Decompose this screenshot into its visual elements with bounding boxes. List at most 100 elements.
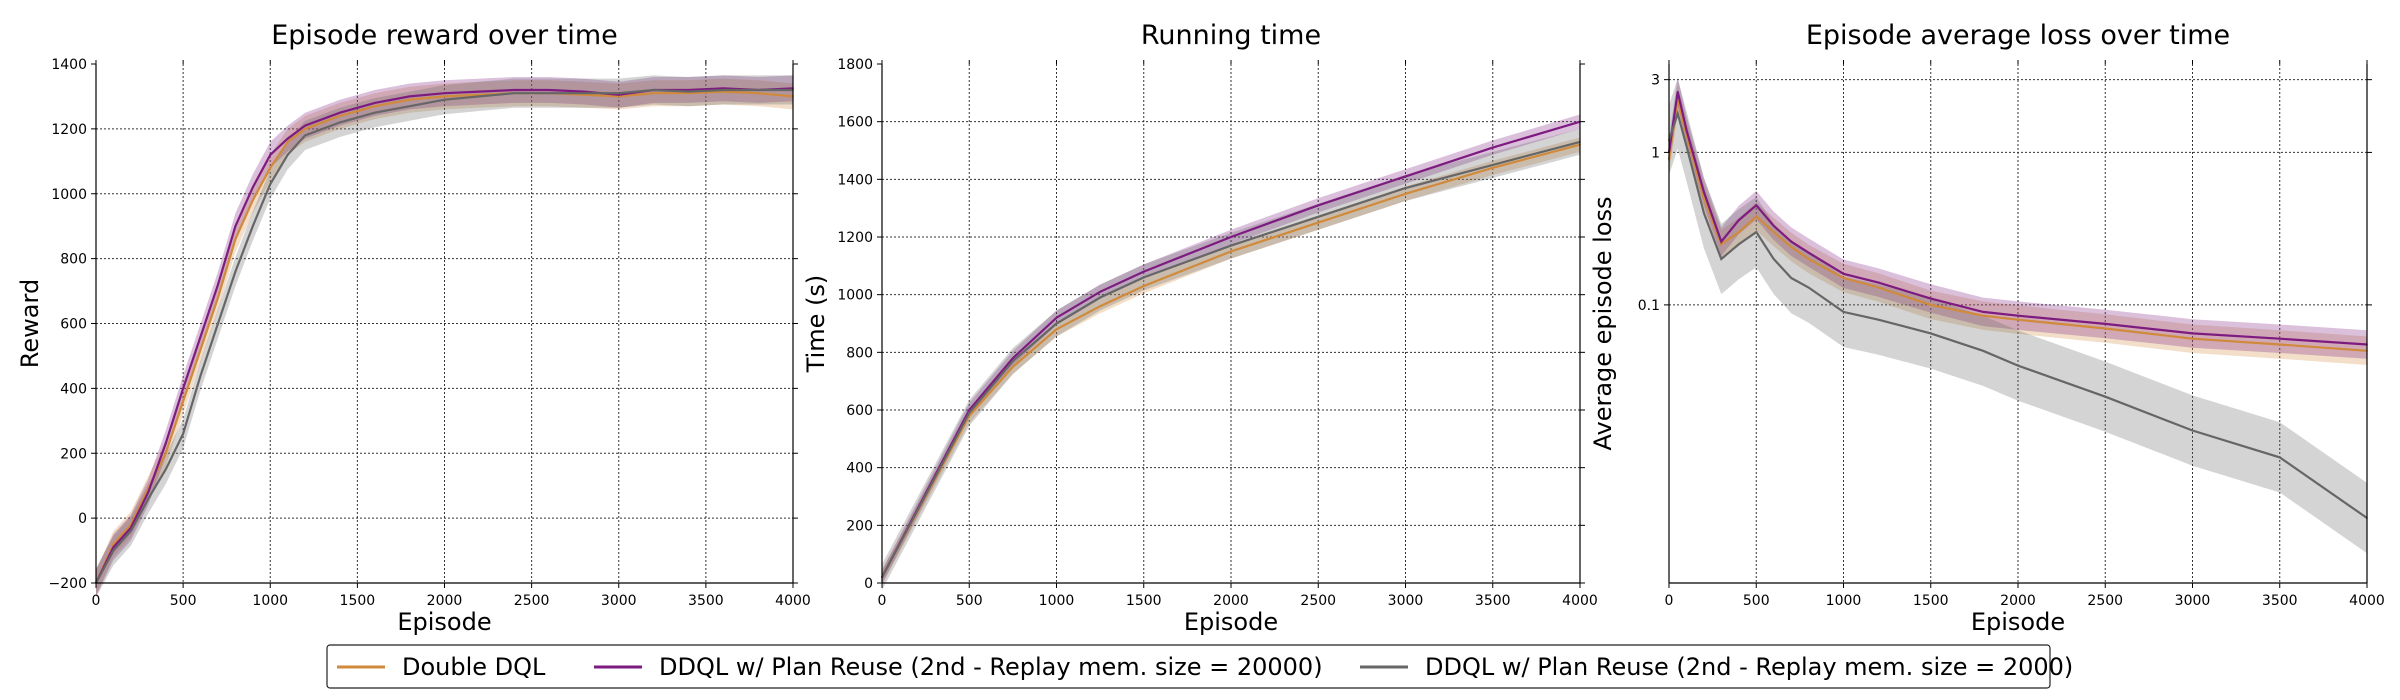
y-tick-label: 1200: [51, 122, 87, 138]
data-point: [478, 90, 481, 93]
y-tick-label: 3: [1651, 73, 1660, 89]
data-point: [1703, 197, 1705, 200]
data-point: [1929, 332, 1932, 335]
data-point: [2191, 429, 2194, 432]
y-tick-label: 0: [78, 511, 87, 527]
data-point: [182, 400, 184, 403]
data-point: [1929, 297, 1932, 300]
data-point: [1685, 145, 1688, 147]
data-point: [182, 432, 184, 435]
x-axis-label: Episode: [1184, 608, 1278, 636]
data-point: [1099, 296, 1101, 299]
data-point: [2104, 327, 2107, 330]
data-point: [234, 270, 237, 273]
data-point: [443, 95, 446, 98]
data-point: [1755, 204, 1758, 207]
x-tick-label: 0: [92, 593, 101, 609]
x-tick-label: 500: [956, 593, 983, 609]
data-point: [1790, 240, 1792, 243]
data-point: [687, 89, 690, 91]
data-point: [687, 90, 690, 93]
data-point: [1755, 231, 1758, 233]
data-point: [1790, 246, 1792, 248]
data-point: [1491, 164, 1494, 166]
data-point: [1099, 305, 1101, 308]
data-point: [1230, 250, 1232, 253]
data-point: [1404, 187, 1407, 189]
data-point: [2017, 314, 2019, 317]
series-line-3: [881, 140, 1581, 578]
data-point: [1720, 258, 1723, 260]
data-point: [164, 468, 167, 471]
data-point: [147, 497, 150, 500]
data-point: [513, 89, 515, 91]
legend-entry-2: DDQL w/ Plan Reuse (2nd - Replay mem. si…: [594, 653, 1323, 681]
x-tick-label: 3000: [1388, 593, 1424, 609]
x-tick-label: 3000: [2175, 593, 2211, 609]
legend-label: Double DQL: [402, 653, 546, 681]
x-tick-label: 1000: [1039, 593, 1075, 609]
data-point: [408, 95, 411, 98]
chart-panel-2: 0 500 1000 1500 2000 2500 3000 3500 4000 0 200 400 6…: [802, 20, 1598, 636]
data-point: [1842, 277, 1845, 279]
data-point: [2191, 332, 2194, 335]
data-point: [478, 95, 481, 98]
data-point: [304, 134, 306, 137]
data-point: [1877, 281, 1880, 284]
data-point: [1142, 285, 1145, 287]
data-point: [339, 111, 341, 114]
data-point: [443, 92, 446, 94]
data-point: [1012, 360, 1014, 362]
legend-box: [326, 644, 2051, 689]
data-point: [1738, 243, 1740, 246]
data-point: [304, 124, 306, 127]
x-tick-label: 4000: [2349, 593, 2385, 609]
y-tick-label: 1000: [51, 187, 87, 203]
data-point: [1142, 276, 1145, 279]
y-tick-label: 0: [864, 576, 873, 592]
data-point: [2104, 323, 2107, 325]
x-tick-label: 0: [878, 593, 887, 609]
data-point: [2104, 395, 2107, 398]
data-point: [1099, 290, 1101, 293]
data-point: [2278, 456, 2281, 459]
x-tick-label: 3500: [1475, 593, 1511, 609]
data-point: [1982, 349, 1984, 352]
data-point: [286, 154, 289, 156]
x-tick-label: 2000: [427, 593, 463, 609]
data-point: [1738, 219, 1740, 221]
data-point: [443, 98, 446, 101]
data-point: [2017, 318, 2019, 321]
data-point: [1807, 286, 1810, 289]
data-point: [217, 296, 219, 299]
x-tick-label: 1500: [1913, 593, 1949, 609]
data-point: [286, 141, 289, 143]
data-point: [217, 322, 219, 325]
data-point: [1807, 258, 1810, 260]
data-point: [924, 494, 927, 496]
data-point: [408, 98, 411, 101]
data-point: [583, 90, 585, 93]
data-point: [1877, 286, 1880, 289]
y-tick-label: 1800: [837, 57, 873, 73]
data-point: [1772, 231, 1775, 233]
y-tick-label: 400: [60, 381, 87, 397]
data-point: [1842, 311, 1845, 313]
data-point: [1012, 357, 1014, 359]
data-point: [199, 348, 202, 351]
y-tick-label: 800: [60, 252, 87, 268]
data-point: [164, 442, 167, 445]
data-point: [339, 115, 341, 117]
data-point: [1929, 304, 1932, 306]
y-axis-label: Reward: [16, 279, 44, 368]
series-band-2: [1669, 77, 2367, 359]
data-point: [1982, 314, 1984, 317]
data-point: [722, 90, 725, 93]
y-tick-label: −200: [49, 576, 87, 592]
data-point: [2278, 337, 2281, 340]
data-point: [374, 105, 376, 107]
y-tick-label: 600: [60, 317, 87, 333]
data-point: [147, 491, 150, 493]
x-tick-label: 2500: [514, 593, 550, 609]
data-point: [269, 154, 272, 156]
